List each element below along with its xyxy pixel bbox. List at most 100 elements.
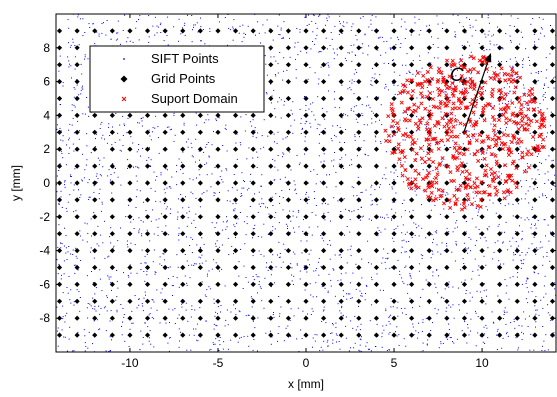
sift-point [547,224,549,226]
sift-point [82,35,84,37]
sift-point [386,258,388,260]
sift-point [152,127,154,129]
support-domain-point [461,201,466,206]
sift-point [70,302,72,304]
sift-point [258,203,260,205]
sift-point [195,138,197,140]
sift-point [63,260,65,262]
sift-point [553,87,555,89]
support-domain-point [509,73,514,78]
sift-point [279,315,280,317]
sift-point [233,253,234,255]
sift-point [323,118,325,120]
sift-point [461,82,463,83]
sift-point [426,169,428,171]
sift-point [521,325,523,327]
support-domain-point [458,164,463,169]
sift-point [432,250,433,252]
sift-point [476,103,478,105]
sift-point [274,228,276,230]
grid-point [338,248,344,254]
sift-point [527,302,529,304]
sift-point [444,91,446,93]
sift-point [321,107,323,109]
grid-point [285,146,291,152]
sift-point [468,57,470,59]
sift-point [150,139,152,141]
sift-point [526,277,528,279]
sift-point [337,200,339,202]
grid-point [391,298,397,304]
sift-point [110,38,112,40]
sift-point [306,202,308,204]
sift-point [317,261,319,263]
sift-point [460,58,462,60]
sift-point [316,334,318,336]
sift-point [409,297,411,299]
sift-point [106,295,108,297]
sift-point [142,343,144,345]
support-domain-point [462,65,467,70]
sift-point [472,270,474,272]
sift-point [75,255,77,257]
sift-point [427,281,429,283]
grid-point [74,45,80,51]
sift-point [180,169,181,171]
sift-point [323,340,325,342]
support-domain-point [512,136,517,141]
sift-point [309,103,311,105]
sift-point [235,314,237,316]
sift-point [355,105,357,107]
sift-point [417,138,419,140]
sift-point [374,189,376,191]
support-domain-point [444,81,449,86]
grid-point [373,62,380,68]
grid-point [162,214,168,220]
sift-point [62,85,64,87]
grid-point [197,163,203,169]
sift-point [104,220,105,222]
grid-point [532,112,538,118]
sift-point [513,318,515,320]
sift-point [308,23,310,25]
support-domain-point [391,113,396,118]
sift-point [461,54,463,56]
sift-point [482,341,484,343]
sift-point [415,130,417,132]
sift-point [320,346,322,348]
sift-point [182,151,184,153]
sift-point [202,29,204,30]
sift-point [327,14,329,16]
sift-point [98,35,100,37]
sift-point [412,326,414,328]
grid-point [373,45,380,51]
sift-point [146,229,148,231]
sift-point [233,209,235,211]
sift-point [516,247,518,249]
sift-point [242,24,244,26]
support-domain-point [474,138,479,143]
support-domain-point [437,67,442,72]
grid-point [444,264,450,271]
sift-point [426,126,428,128]
sift-point [377,37,379,39]
grid-point [109,180,115,186]
sift-point [383,62,385,64]
support-domain-point [423,106,428,111]
sift-point [99,328,101,330]
sift-point [488,226,490,228]
support-domain-point [427,81,432,86]
sift-point [484,182,485,184]
sift-point [308,14,309,16]
sift-point [306,113,308,115]
grid-point [109,129,115,135]
support-domain-point [516,127,521,132]
sift-point [446,338,448,340]
sift-point [259,286,261,288]
grid-point [479,231,485,237]
support-domain-point [470,79,475,84]
sift-point [116,311,118,313]
grid-point [92,231,98,237]
sift-point [393,179,395,181]
sift-point [77,331,79,333]
